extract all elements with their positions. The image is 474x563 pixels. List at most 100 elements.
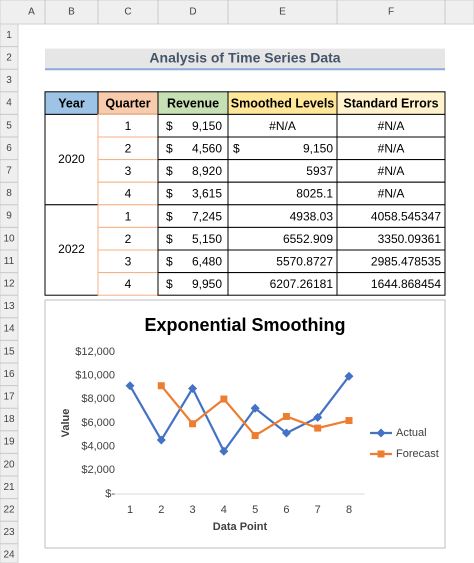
row-header[interactable]: 24 bbox=[3, 550, 15, 561]
column-header[interactable]: C bbox=[124, 7, 131, 18]
column-header-bar bbox=[0, 0, 474, 25]
x-tick-label: 8 bbox=[346, 504, 352, 516]
data-point bbox=[345, 417, 353, 425]
x-tick-label: 3 bbox=[190, 504, 196, 516]
currency-symbol: $ bbox=[233, 141, 240, 155]
smoothed-level: 4938.03 bbox=[290, 209, 334, 223]
row-header[interactable]: 7 bbox=[6, 166, 12, 177]
row-header[interactable]: 1 bbox=[6, 30, 12, 41]
data-point bbox=[189, 420, 197, 428]
chart-title: Exponential Smoothing bbox=[145, 315, 346, 335]
row-header[interactable]: 3 bbox=[6, 75, 12, 86]
row-header[interactable]: 16 bbox=[3, 369, 15, 380]
x-tick-label: 4 bbox=[221, 504, 227, 516]
revenue: 7,245 bbox=[192, 209, 222, 223]
standard-error: #N/A bbox=[378, 141, 405, 155]
data-point bbox=[313, 412, 323, 422]
x-tick-label: 2 bbox=[158, 504, 164, 516]
standard-error: #N/A bbox=[378, 164, 405, 178]
row-header[interactable]: 10 bbox=[3, 233, 15, 244]
y-tick-label: $10,000 bbox=[75, 370, 115, 382]
y-tick-label: $12,000 bbox=[75, 346, 115, 358]
y-tick-label: $- bbox=[105, 488, 115, 500]
title-cell bbox=[45, 48, 445, 70]
row-header-bar bbox=[0, 23, 19, 563]
data-point bbox=[157, 382, 165, 390]
data-point bbox=[251, 432, 259, 440]
row-header[interactable]: 4 bbox=[6, 98, 12, 109]
data-point bbox=[220, 395, 228, 403]
row-header[interactable]: 5 bbox=[6, 120, 12, 131]
column-header[interactable]: D bbox=[189, 7, 196, 18]
row-header[interactable]: 8 bbox=[6, 188, 12, 199]
x-tick-label: 7 bbox=[315, 504, 321, 516]
standard-error: #N/A bbox=[378, 119, 405, 133]
smoothed-level: 6552.909 bbox=[283, 232, 333, 246]
y-tick-label: $2,000 bbox=[81, 464, 115, 476]
quarter: 2 bbox=[125, 232, 132, 246]
data-point bbox=[314, 424, 322, 432]
column-header[interactable]: B bbox=[68, 7, 75, 18]
data-point bbox=[125, 381, 135, 391]
smoothed-level: 9,150 bbox=[303, 141, 333, 155]
year: 2020 bbox=[58, 152, 85, 166]
legend-marker bbox=[376, 428, 386, 438]
quarter: 3 bbox=[125, 164, 132, 178]
standard-error: 4058.545347 bbox=[371, 209, 441, 223]
revenue: 5,150 bbox=[192, 232, 222, 246]
currency-symbol: $ bbox=[166, 254, 173, 268]
column-header[interactable]: F bbox=[388, 7, 394, 18]
revenue: 9,950 bbox=[192, 277, 222, 291]
row-header[interactable]: 12 bbox=[3, 279, 15, 290]
row-header[interactable]: 13 bbox=[3, 301, 15, 312]
row-header[interactable]: 15 bbox=[3, 346, 15, 357]
row-header[interactable]: 2 bbox=[6, 53, 12, 64]
data-point bbox=[250, 403, 260, 413]
quarter: 1 bbox=[125, 119, 132, 133]
row-header[interactable]: 6 bbox=[6, 143, 12, 154]
row-header[interactable]: 22 bbox=[3, 505, 15, 516]
row-header[interactable]: 23 bbox=[3, 527, 15, 538]
row-header[interactable]: 19 bbox=[3, 437, 15, 448]
column-header[interactable]: E bbox=[279, 7, 286, 18]
row-header[interactable]: 14 bbox=[3, 324, 15, 335]
quarter: 1 bbox=[125, 209, 132, 223]
row-header[interactable]: 9 bbox=[6, 211, 12, 222]
currency-symbol: $ bbox=[166, 277, 173, 291]
year-cell bbox=[44, 204, 99, 296]
header-label: Year bbox=[58, 96, 85, 110]
year: 2022 bbox=[58, 242, 85, 256]
standard-error: 3350.09361 bbox=[378, 232, 442, 246]
revenue: 8,920 bbox=[192, 164, 222, 178]
y-tick-label: $4,000 bbox=[81, 441, 115, 453]
x-tick-label: 6 bbox=[283, 504, 289, 516]
series-line bbox=[129, 375, 350, 454]
row-header[interactable]: 18 bbox=[3, 414, 15, 425]
currency-symbol: $ bbox=[166, 187, 173, 201]
revenue: 6,480 bbox=[192, 254, 222, 268]
data-point bbox=[281, 428, 291, 438]
smoothed-level: #N/A bbox=[269, 119, 296, 133]
quarter: 4 bbox=[125, 187, 132, 201]
smoothed-level: 6207.26181 bbox=[270, 277, 334, 291]
revenue: 9,150 bbox=[192, 119, 222, 133]
smoothed-level: 8025.1 bbox=[296, 187, 333, 201]
header-label: Smoothed Levels bbox=[231, 96, 335, 110]
legend-label: Forecast bbox=[396, 448, 439, 460]
header-label: Revenue bbox=[167, 96, 219, 110]
legend-label: Actual bbox=[396, 427, 427, 439]
row-header[interactable]: 21 bbox=[3, 482, 15, 493]
row-header[interactable]: 11 bbox=[4, 256, 15, 267]
data-point bbox=[156, 435, 166, 445]
standard-error: 1644.868454 bbox=[371, 277, 441, 291]
row-header[interactable]: 17 bbox=[3, 392, 15, 403]
currency-symbol: $ bbox=[166, 232, 173, 246]
data-point bbox=[344, 371, 354, 381]
sheet-title: Analysis of Time Series Data bbox=[149, 50, 340, 66]
y-tick-label: $8,000 bbox=[81, 393, 115, 405]
row-header[interactable]: 20 bbox=[3, 459, 15, 470]
data-point bbox=[282, 412, 290, 420]
column-header[interactable]: A bbox=[28, 7, 35, 18]
quarter: 3 bbox=[125, 254, 132, 268]
year-cell bbox=[44, 113, 99, 206]
